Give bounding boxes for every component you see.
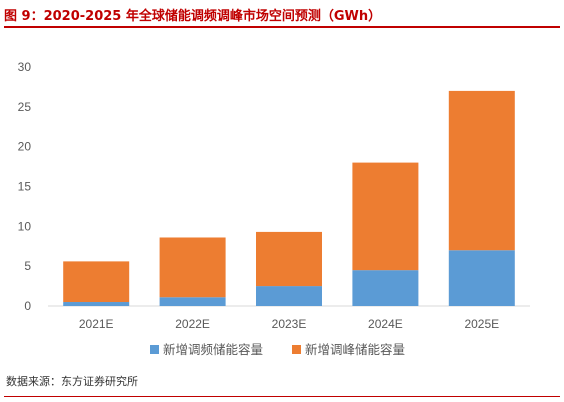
y-tick-label: 5 [24, 259, 31, 273]
stacked-bar-chart: 0 5 10 15 20 25 30 2021E 2022E 2023E 2024E 2025E 新增调… [18, 60, 530, 357]
y-tick-label: 20 [18, 140, 32, 154]
bar-peak-shaving-2022E [159, 237, 226, 298]
x-tick-label: 2024E [368, 317, 403, 331]
bar-frequency-regulation-2025E [448, 250, 515, 306]
source-note: 数据来源：东方证券研究所 [6, 375, 138, 388]
bar-peak-shaving-2021E [63, 261, 130, 303]
legend-label: 新增调峰储能容量 [305, 342, 405, 357]
y-tick-label: 25 [18, 100, 32, 114]
y-tick-label: 15 [18, 180, 32, 194]
legend-swatch [150, 345, 159, 354]
bottom-divider [4, 396, 560, 397]
y-tick-label: 30 [18, 60, 32, 74]
legend-label: 新增调频储能容量 [163, 342, 263, 357]
title-divider [4, 26, 560, 28]
x-tick-label: 2023E [272, 317, 307, 331]
x-tick-label: 2022E [175, 317, 210, 331]
bar-peak-shaving-2023E [256, 231, 322, 287]
chart-area: 0 5 10 15 20 25 30 2021E 2022E 2023E 2024E 2025E 新增调… [0, 34, 564, 368]
bar-frequency-regulation-2021E [63, 302, 130, 306]
bar-frequency-regulation-2024E [352, 270, 419, 306]
bar-peak-shaving-2024E [352, 162, 419, 271]
y-tick-label: 10 [18, 219, 32, 233]
bar-frequency-regulation-2023E [256, 286, 322, 306]
x-tick-label: 2025E [464, 317, 499, 331]
y-tick-label: 0 [24, 299, 31, 313]
bar-frequency-regulation-2022E [159, 297, 226, 306]
legend-swatch [292, 345, 301, 354]
x-tick-label: 2021E [79, 317, 114, 331]
chart-title: 图 9：2020-2025 年全球储能调频调峰市场空间预测（GWh） [4, 9, 382, 24]
bar-peak-shaving-2025E [448, 90, 515, 251]
